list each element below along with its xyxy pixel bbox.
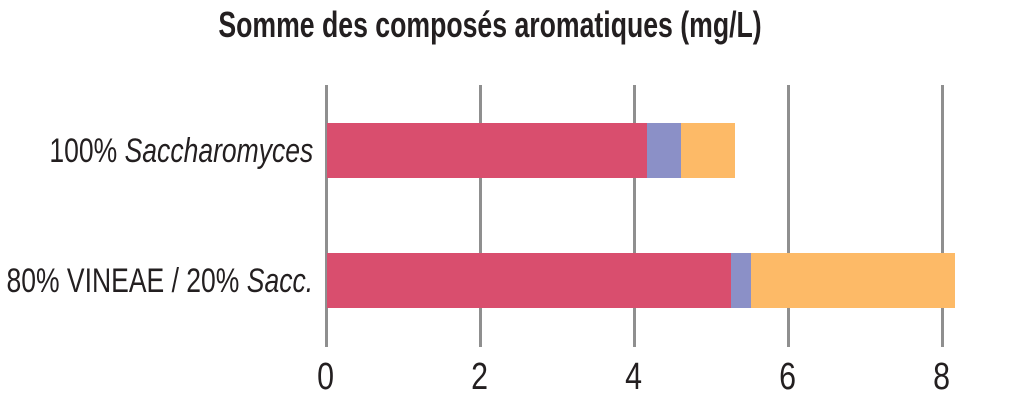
category-label-text: 100% Saccharomyces xyxy=(49,134,313,168)
chart-title: Somme des composés aromatiques (mg/L) xyxy=(218,4,762,45)
x-tick-label-6: 6 xyxy=(748,358,828,396)
category-label-italic: Sacc. xyxy=(246,261,313,300)
category-label-text: 80% VINEAE / 20% Sacc. xyxy=(6,264,313,298)
gridline-x-6 xyxy=(786,85,790,347)
x-tick-label-4: 4 xyxy=(594,358,674,396)
bar-orange-segment xyxy=(681,123,736,178)
x-tick-label-text: 6 xyxy=(779,356,797,398)
x-tick-label-text: 8 xyxy=(933,356,951,398)
gridline-x-4 xyxy=(632,85,636,347)
bar-orange-segment xyxy=(750,253,955,308)
gridline-x-0 xyxy=(324,85,328,347)
bar-violet-segment xyxy=(731,253,751,308)
gridline-x-2 xyxy=(478,85,482,347)
category-label-100-saccharomyces: 100% Saccharomyces xyxy=(0,123,313,178)
x-tick-label-0: 0 xyxy=(286,358,366,396)
category-label-italic: Saccharomyces xyxy=(124,131,313,170)
x-tick-label-text: 4 xyxy=(625,356,643,398)
x-tick-label-text: 0 xyxy=(317,356,335,398)
bar-rose-segment xyxy=(327,123,647,178)
category-label-regular: 80% VINEAE / 20% xyxy=(6,261,247,300)
x-tick-label-8: 8 xyxy=(902,358,982,396)
gridline-x-8 xyxy=(940,85,944,347)
bar-violet-segment xyxy=(646,123,682,178)
category-label-80-vineae-20-sacc: 80% VINEAE / 20% Sacc. xyxy=(0,253,313,308)
x-tick-label-2: 2 xyxy=(440,358,520,396)
category-label-regular: 100% xyxy=(49,131,125,170)
x-tick-label-text: 2 xyxy=(471,356,489,398)
bar-rose-segment xyxy=(327,253,732,308)
